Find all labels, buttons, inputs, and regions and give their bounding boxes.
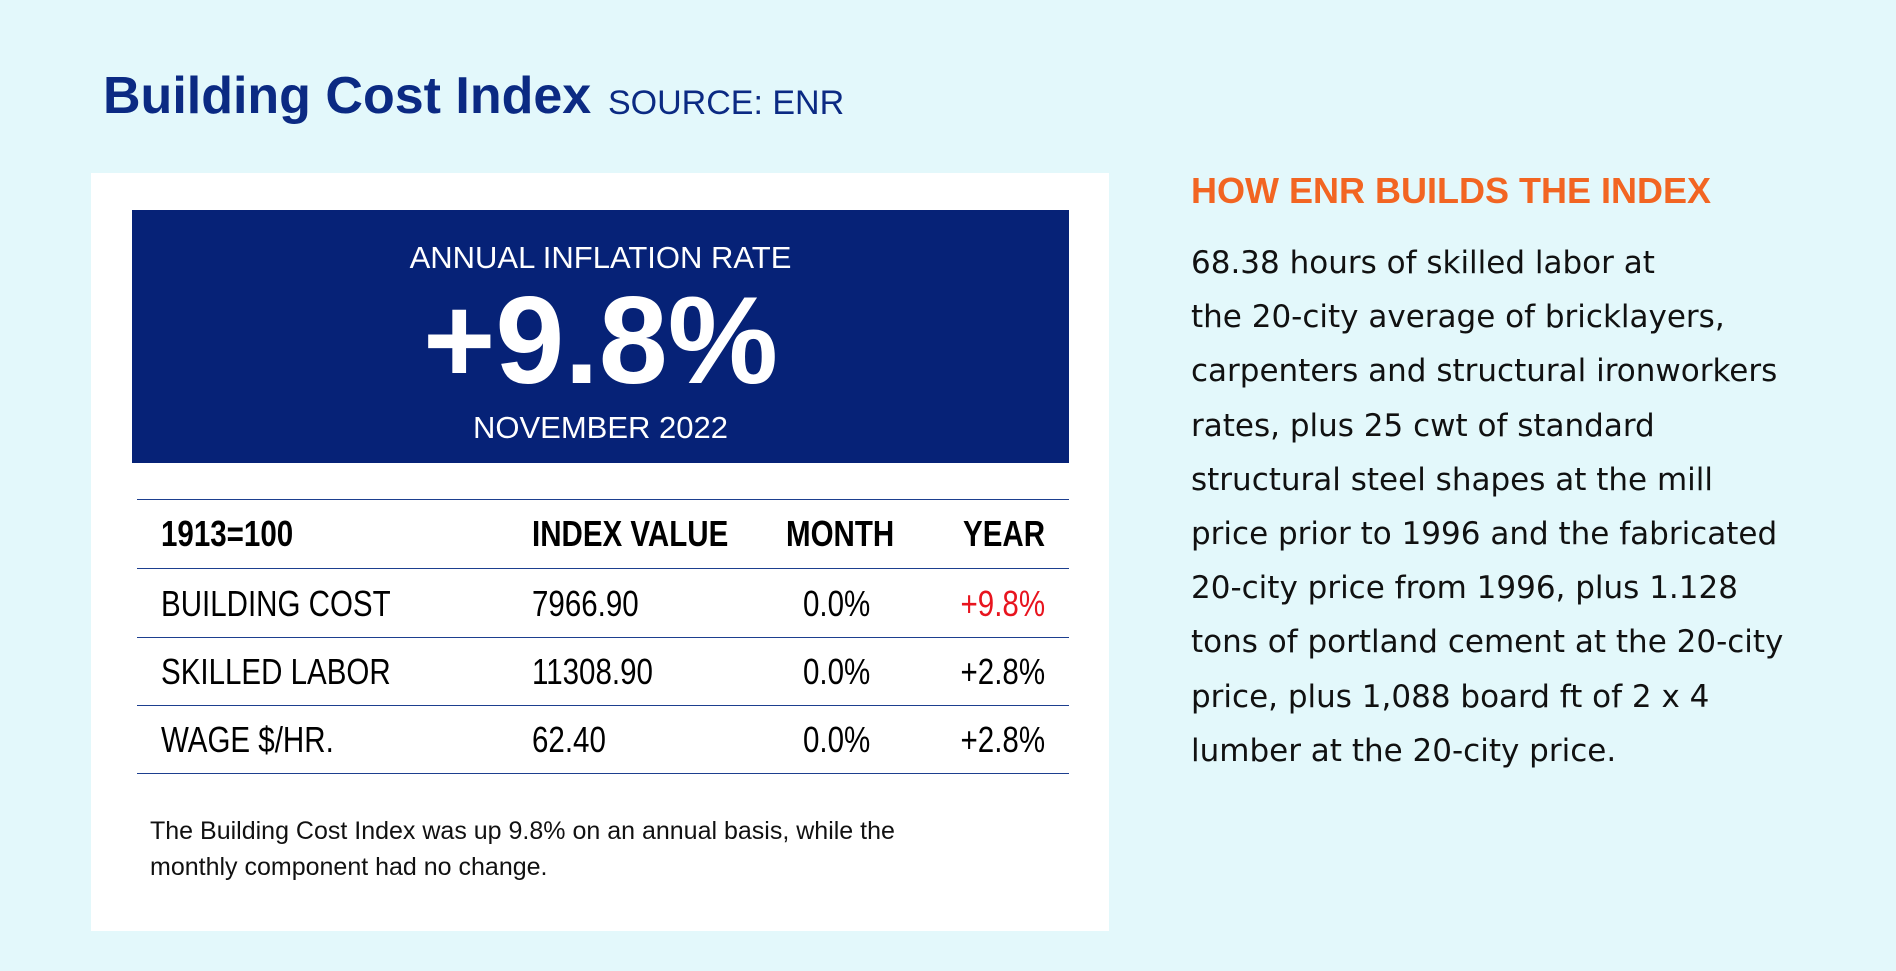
sidebar-line: carpenters and structural ironworkers xyxy=(1191,353,1778,390)
sidebar-line: price prior to 1996 and the fabricated xyxy=(1191,516,1778,552)
table-cell: 11308.90 xyxy=(532,651,653,692)
column-header: 1913=100 xyxy=(161,513,294,554)
column-header: YEAR xyxy=(962,513,1045,554)
table-rule xyxy=(137,637,1069,638)
banner-date: NOVEMBER 2022 xyxy=(473,410,728,445)
table-cell: +2.8% xyxy=(960,651,1045,692)
table-cell: BUILDING COST xyxy=(161,583,391,624)
sidebar-line: structural steel shapes at the mill xyxy=(1191,461,1713,498)
sidebar-line: rates, plus 25 cwt of standard xyxy=(1191,407,1655,444)
note-line: monthly component had no change. xyxy=(150,853,548,881)
source: SOURCE: ENR xyxy=(608,84,845,122)
table-cell: SKILLED LABOR xyxy=(161,651,391,692)
title: Building Cost Index xyxy=(103,67,592,125)
sidebar-line: tons of portland cement at the 20-city xyxy=(1191,624,1784,661)
table-cell: 0.0% xyxy=(803,651,871,692)
table-cell: +9.8% xyxy=(960,583,1045,624)
table-rule xyxy=(137,499,1069,500)
sidebar-line: 68.38 hours of skilled labor at xyxy=(1191,245,1655,281)
table-cell: +2.8% xyxy=(960,719,1045,760)
banner-label: ANNUAL INFLATION RATE xyxy=(409,240,792,275)
note-line: The Building Cost Index was up 9.8% on a… xyxy=(150,817,895,845)
table-rule xyxy=(137,568,1069,569)
column-header: MONTH xyxy=(786,513,895,554)
banner-value: +9.8% xyxy=(422,272,779,410)
table-cell: 62.40 xyxy=(532,719,606,760)
table-cell: 7966.90 xyxy=(532,583,639,624)
sidebar-line: price, plus 1,088 board ft of 2 x 4 xyxy=(1191,678,1710,715)
banner: ANNUAL INFLATION RATE +9.8% NOVEMBER 202… xyxy=(132,210,1069,463)
table-cell: 0.0% xyxy=(803,719,871,760)
table-rule xyxy=(137,705,1069,706)
table-cell: 0.0% xyxy=(803,583,871,624)
sidebar-line: lumber at the 20-city price. xyxy=(1191,732,1617,769)
sidebar-title: HOW ENR BUILDS THE INDEX xyxy=(1191,170,1712,211)
sidebar-line: the 20-city average of bricklayers, xyxy=(1191,299,1725,336)
sidebar-line: 20-city price from 1996, plus 1.128 xyxy=(1191,570,1738,607)
table-cell: WAGE $/HR. xyxy=(161,719,334,760)
table-rule xyxy=(137,773,1069,774)
column-header: INDEX VALUE xyxy=(532,513,729,554)
